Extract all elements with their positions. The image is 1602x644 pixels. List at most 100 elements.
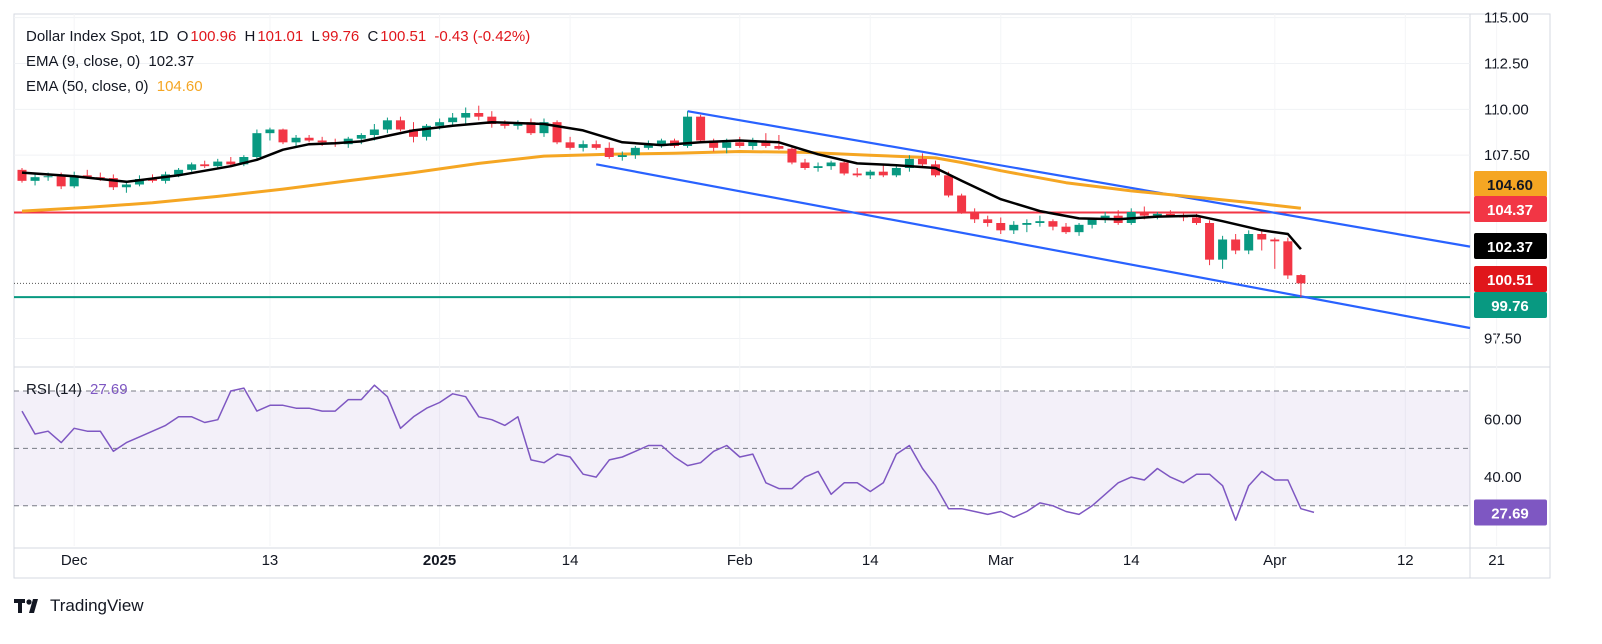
time-tick-label-6: Mar xyxy=(988,552,1014,569)
symbol-label: Dollar Index Spot, 1D xyxy=(26,28,169,45)
time-tick-label-7: 14 xyxy=(1123,552,1140,569)
channel-upper-line xyxy=(687,110,1471,248)
ema50-line xyxy=(21,150,1302,213)
candle-body xyxy=(1165,213,1175,216)
candle-body xyxy=(839,162,849,174)
candle-body xyxy=(931,164,940,176)
candle-body xyxy=(265,129,275,134)
candle-body xyxy=(187,164,197,170)
rsi-tick-label-0: 60.00 xyxy=(1484,412,1522,429)
ema9-value: 102.37 xyxy=(148,53,195,70)
candle-body xyxy=(735,142,745,146)
candle-body xyxy=(630,147,640,156)
candle-body xyxy=(134,179,144,185)
candle-body xyxy=(1296,275,1306,284)
candle-body xyxy=(578,144,588,148)
candle-body xyxy=(239,157,249,165)
candle-body xyxy=(1270,239,1280,242)
candle-body xyxy=(369,129,379,135)
rsi-label: RSI (14) xyxy=(26,381,82,398)
candle-body xyxy=(865,171,875,176)
candle-body xyxy=(148,179,157,181)
candle-body xyxy=(1061,226,1071,233)
candle-body xyxy=(852,173,862,176)
rsi-line xyxy=(21,384,1315,521)
candle-body xyxy=(43,176,53,178)
candle-body xyxy=(422,125,432,137)
candle-body xyxy=(983,219,993,223)
candle-body xyxy=(474,113,484,117)
tradingview-logo-icon xyxy=(14,599,38,613)
candle-body xyxy=(108,178,118,188)
time-tick-label-10: 21 xyxy=(1488,552,1505,569)
candle-body xyxy=(56,176,66,187)
change-value: -0.43 (-0.42%) xyxy=(434,28,531,45)
price-label-badge-3 xyxy=(1474,266,1547,292)
candle-body xyxy=(69,175,79,187)
candle-body xyxy=(1257,234,1267,240)
low-value: 99.76 xyxy=(321,28,360,45)
candle-body xyxy=(1100,215,1110,220)
candle-body xyxy=(213,161,223,167)
candle-body xyxy=(1035,221,1045,223)
candle-body xyxy=(17,169,27,181)
candle-body xyxy=(500,124,510,126)
high-value: 101.01 xyxy=(257,28,304,45)
ema50-legend: EMA (50, close, 0) 104.60 xyxy=(26,78,207,95)
price-label-badge-4 xyxy=(1474,292,1547,318)
open-value: 100.96 xyxy=(190,28,237,45)
candle-body xyxy=(957,195,967,212)
rsi-legend: RSI (14) 27.69 xyxy=(26,381,132,398)
candle-body xyxy=(409,129,418,137)
chart-frame xyxy=(13,13,1551,579)
candle-body xyxy=(30,177,40,181)
candle-body xyxy=(226,161,236,165)
candle-body xyxy=(82,175,92,178)
candle-body xyxy=(200,164,210,167)
time-tick-label-2: 2025 xyxy=(423,552,456,569)
time-tick-label-3: 14 xyxy=(562,552,579,569)
candle-body xyxy=(904,158,914,168)
candle-body xyxy=(656,140,666,145)
time-tick-label-9: 12 xyxy=(1397,552,1414,569)
low-label: L xyxy=(311,28,320,45)
ema9-legend: EMA (9, close, 0) 102.37 xyxy=(26,53,198,70)
open-label: O xyxy=(176,28,189,45)
candle-body xyxy=(1218,239,1228,260)
close-label: C xyxy=(367,28,379,45)
brand-name: TradingView xyxy=(50,596,144,615)
candle-body xyxy=(1192,217,1201,223)
price-label-badge-0 xyxy=(1474,171,1547,197)
candle-body xyxy=(1231,239,1241,251)
rsi-value: 27.69 xyxy=(90,381,128,398)
candle-body xyxy=(174,169,184,175)
candle-body xyxy=(944,175,954,196)
high-label: H xyxy=(244,28,256,45)
footer-brand[interactable]: TradingView xyxy=(14,596,144,616)
candle-body xyxy=(617,155,627,157)
candle-body xyxy=(291,137,301,143)
price-tick-label-1: 112.50 xyxy=(1484,56,1529,73)
candle-body xyxy=(878,171,888,176)
candle-body xyxy=(1205,223,1215,260)
candle-body xyxy=(970,212,980,220)
candle-body xyxy=(1074,224,1084,233)
price-label-2: 102.37 xyxy=(1487,239,1533,256)
candle-body xyxy=(395,120,405,130)
candle-body xyxy=(761,140,771,146)
candle-body xyxy=(891,168,901,176)
candle-body xyxy=(787,148,797,163)
ema9-line xyxy=(21,120,1302,251)
candle-body xyxy=(317,140,327,143)
candle-body xyxy=(813,166,823,168)
candle-body xyxy=(552,122,562,143)
candle-body xyxy=(800,162,810,168)
candle-body xyxy=(565,142,575,148)
candle-body xyxy=(252,133,262,157)
candle-body xyxy=(95,177,105,179)
price-label-badge-2 xyxy=(1474,233,1547,259)
price-label-4: 99.76 xyxy=(1491,298,1529,315)
candle-body xyxy=(1087,219,1097,225)
price-label-badge-1 xyxy=(1474,196,1547,222)
